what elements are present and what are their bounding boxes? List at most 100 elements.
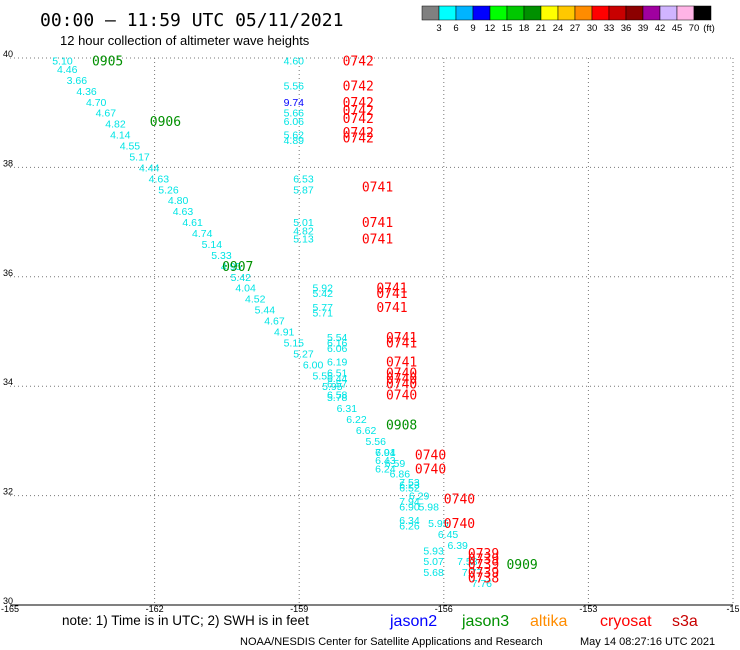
swh-value-label: 4.46: [57, 64, 78, 76]
swh-value-label: 5.26: [158, 184, 179, 196]
pass-time-label: 0739: [468, 553, 499, 568]
swh-value-label: 5.42: [313, 288, 334, 300]
swh-value-label: 4.04: [235, 283, 256, 295]
swh-value-label: 6.23: [399, 480, 420, 492]
colorbar-swatch: [523, 5, 542, 21]
pass-time-label: 0742: [343, 104, 374, 119]
pass-time-label: 0907: [222, 260, 253, 275]
swh-value-label: 4.44: [139, 162, 160, 174]
pass-time-label: 0742: [343, 131, 374, 146]
colorbar-swatch: [693, 5, 712, 21]
footer-credit: NOAA/NESDIS Center for Satellite Applica…: [240, 636, 543, 648]
pass-time-label: 0742: [343, 96, 374, 111]
legend-altika: altika: [530, 613, 567, 630]
swh-value-label: 5.68: [423, 567, 444, 579]
colorbar-swatch: [574, 5, 593, 21]
swh-value-label: 5.87: [293, 184, 314, 196]
swh-value-label: 5.07: [423, 556, 444, 568]
pass-time-label: 0740: [444, 517, 475, 532]
swh-value-label: 6.91: [375, 447, 396, 459]
swh-value-label: 5.27: [293, 348, 314, 360]
plot-grid: [10, 57, 734, 605]
swh-value-label: 6.26: [399, 521, 420, 533]
y-tick-label: 36: [3, 268, 13, 278]
swh-value-label: 4.95: [221, 261, 242, 273]
swh-value-label: 5.56: [366, 436, 387, 448]
swh-value-label: 4.63: [149, 173, 170, 185]
pass-time-label: 0741: [362, 233, 393, 248]
swh-value-label: 4.80: [168, 195, 189, 207]
colorbar-swatch: [659, 5, 678, 21]
pass-time-label: 0738: [468, 572, 499, 587]
swh-value-label: 5.93: [423, 545, 444, 557]
colorbar-swatch: [506, 5, 525, 21]
y-tick-label: 30: [3, 596, 13, 606]
swh-value-label: 5.62: [284, 130, 305, 142]
swh-value-label: 6.53: [293, 173, 314, 185]
swh-value-label: 5.14: [202, 239, 223, 251]
swh-value-label: 5.98: [419, 502, 440, 514]
colorbar-label: 42: [655, 23, 666, 34]
colorbar: 3 6 9 12 15 18 21 24 27 30 33 36 39 42 45 70 (ft): [421, 5, 715, 34]
colorbar-swatch: [676, 5, 695, 21]
swh-value-label: 6.86: [390, 469, 411, 481]
swh-value-label: 5.55: [313, 370, 334, 382]
x-tick-label: -153: [579, 604, 597, 614]
pass-time-label: 0741: [376, 287, 407, 302]
colorbar-label: 45: [672, 23, 683, 34]
pass-time-label: 0742: [343, 112, 374, 127]
pass-time-label: 0740: [415, 449, 446, 464]
swh-value-label: 4.14: [110, 130, 131, 142]
pass-time-label: 0741: [386, 331, 417, 346]
swh-value-label: 6.52: [399, 482, 420, 494]
pass-time-label: 0741: [376, 282, 407, 297]
pass-time-label: 0740: [386, 377, 417, 392]
swh-value-label: 6.45: [438, 529, 459, 541]
pass-time-label: 0740: [386, 367, 417, 382]
pass-time-label: 0741: [362, 181, 393, 196]
swh-value-label: 4.67: [96, 108, 117, 120]
colorbar-label: 21: [536, 23, 547, 34]
swh-value-label: 6.16: [327, 337, 348, 349]
swh-value-label: 5.33: [211, 250, 232, 262]
swh-value-label: 5.92: [313, 283, 334, 295]
swh-value-label: 4.55: [120, 141, 141, 153]
swh-value-label: 6.39: [447, 540, 468, 552]
x-tick-label: -162: [146, 604, 164, 614]
pass-time-label: 0909: [506, 558, 537, 573]
swh-value-label: 6.43: [375, 455, 396, 467]
y-tick-label: 38: [3, 158, 13, 168]
pass-time-label: 0906: [150, 115, 181, 130]
swh-value-label: 6.29: [409, 491, 430, 503]
swh-value-label: 9.74: [284, 97, 305, 109]
plot-axes: -165 -162 -159 -156 -153 -15 30 32 34 36 38 40: [1, 49, 740, 614]
swh-value-label: 5.13: [293, 234, 314, 246]
swh-value-label: 5.15: [284, 337, 305, 349]
pass-time-label: 0740: [386, 388, 417, 403]
pass-time-label: 0741: [362, 216, 393, 231]
colorbar-swatch: [489, 5, 508, 21]
legend-cryosat: cryosat: [600, 613, 652, 630]
x-tick-label: -165: [1, 604, 19, 614]
swh-value-label: 4.63: [173, 206, 194, 218]
colorbar-label: 27: [570, 23, 581, 34]
swh-value-label: 5.56: [284, 80, 305, 92]
colorbar-label: 3: [436, 23, 441, 34]
swh-value-label: 5.95: [322, 381, 343, 393]
x-tick-label: -15: [726, 604, 739, 614]
colorbar-label: 6: [453, 23, 458, 34]
swh-value-label: 5.17: [129, 151, 150, 163]
swh-value-label: 6.06: [327, 343, 348, 355]
swh-value-label: 7.53: [399, 477, 420, 489]
colorbar-label: 36: [621, 23, 632, 34]
colorbar-label: 39: [638, 23, 649, 34]
plot-marks: 5.104.463.664.364.704.674.824.144.555.17…: [52, 55, 538, 590]
colorbar-swatch: [642, 5, 661, 21]
swh-value-label: 4.82: [105, 119, 126, 131]
swh-value-label: 5.01: [293, 217, 314, 229]
swh-value-label: 4.82: [293, 225, 314, 237]
colorbar-swatch: [472, 5, 491, 21]
swh-value-label: 5.10: [52, 56, 73, 68]
pass-time-label: 0739: [468, 558, 499, 573]
